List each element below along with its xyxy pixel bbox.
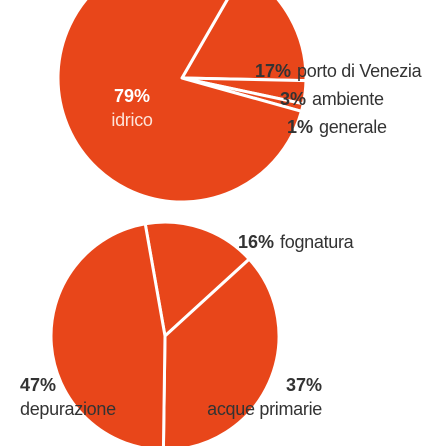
pie-slice — [143, 220, 251, 338]
pie-slice — [56, 0, 303, 204]
value-label: 3% — [280, 89, 306, 109]
value-label: 17% — [255, 61, 291, 81]
value-label: 37% — [286, 375, 322, 395]
pie-slice — [49, 222, 167, 446]
category-label: acque primarie — [207, 399, 322, 419]
category-label: depurazione — [20, 399, 116, 419]
value-label: 47% — [20, 375, 56, 395]
category-label: generale — [319, 117, 387, 137]
category-label: fognatura — [280, 232, 355, 252]
category-label: porto di Venezia — [297, 61, 423, 81]
pie-slice — [180, 0, 308, 83]
category-label: ambiente — [312, 89, 384, 109]
value-label: 1% — [287, 117, 313, 137]
value-label: 79% — [114, 86, 150, 106]
value-label: 16% — [238, 232, 274, 252]
category-label: idrico — [111, 110, 153, 130]
